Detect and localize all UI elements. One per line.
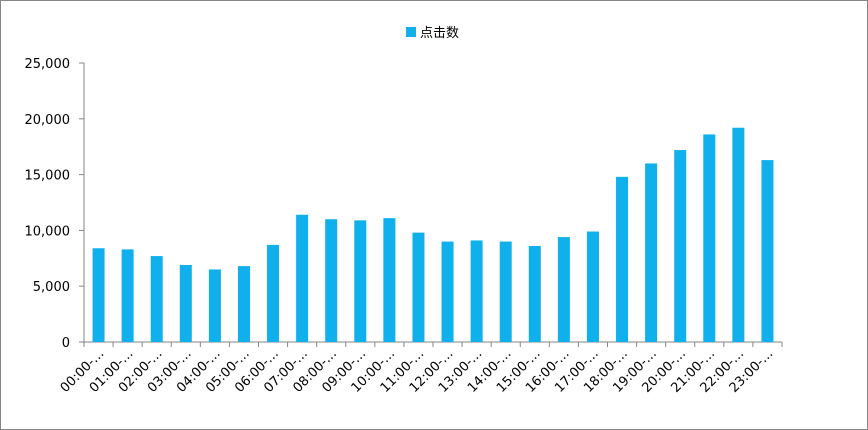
y-tick-label: 25,000 [25, 57, 71, 72]
bar [92, 248, 105, 342]
legend-swatch [406, 27, 416, 37]
bar [383, 218, 396, 342]
bar [557, 237, 570, 342]
bar [121, 249, 134, 342]
bar [674, 150, 687, 342]
legend-label: 点击数 [420, 26, 459, 41]
bar [296, 214, 309, 342]
bar [703, 134, 716, 342]
bar [179, 264, 192, 342]
bar [645, 163, 658, 342]
bar [528, 246, 541, 342]
bar [616, 176, 629, 342]
bar [732, 127, 745, 342]
bar [267, 244, 280, 342]
bar [761, 160, 774, 342]
bar [325, 219, 338, 342]
y-tick-label: 0 [62, 336, 70, 351]
bar [150, 256, 163, 342]
bar [208, 269, 221, 342]
y-tick-label: 15,000 [25, 169, 71, 184]
y-tick-label: 5,000 [33, 280, 70, 295]
bar [354, 220, 367, 342]
bar [586, 231, 599, 342]
y-tick-label: 10,000 [25, 224, 71, 239]
bar [499, 241, 512, 342]
bar [237, 266, 250, 342]
bar [412, 232, 425, 342]
bar [470, 240, 483, 342]
y-tick-label: 20,000 [25, 113, 71, 128]
bar [441, 241, 454, 342]
